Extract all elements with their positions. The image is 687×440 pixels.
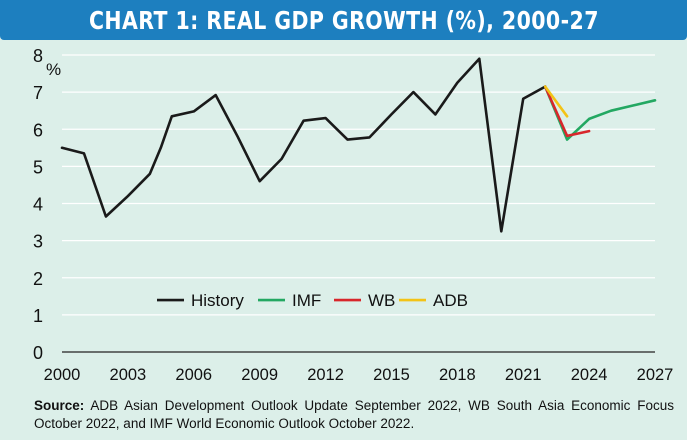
y-tick-label: 0 [33, 343, 43, 363]
source-note: Source: ADB Asian Development Outlook Up… [34, 397, 674, 433]
legend-label-wb: WB [368, 291, 395, 310]
chart-title: CHART 1: REAL GDP GROWTH (%), 2000-27 [88, 5, 599, 35]
series-line-history [60, 57, 547, 233]
x-tick-label: 2000 [44, 366, 81, 384]
legend-label-imf: IMF [292, 291, 321, 310]
x-tick-label: 2024 [571, 366, 608, 384]
y-tick-label: 5 [33, 157, 43, 177]
x-tick-label: 2015 [373, 366, 410, 384]
y-tick-label: 6 [33, 120, 43, 140]
legend-label-adb: ADB [433, 291, 468, 310]
y-axis-label: % [46, 60, 61, 79]
y-tick-label: 7 [33, 83, 43, 103]
title-bar: CHART 1: REAL GDP GROWTH (%), 2000-27 [0, 0, 687, 40]
series-line-adb [543, 85, 569, 118]
x-tick-label: 2012 [307, 366, 344, 384]
x-tick-label: 2027 [637, 366, 674, 384]
y-tick-label: 1 [33, 306, 43, 326]
x-tick-label: 2003 [110, 366, 147, 384]
source-text: ADB Asian Development Outlook Update Sep… [34, 398, 674, 431]
y-tick-label: 3 [33, 232, 43, 252]
series-line-wb [543, 85, 591, 138]
y-tick-label: 4 [33, 195, 43, 215]
y-tick-label: 8 [33, 46, 43, 66]
x-tick-label: 2018 [439, 366, 476, 384]
line-chart: 0 1 2 3 4 5 6 7 8 2000 2003 2006 2009 2012 2015 2018 202… [33, 46, 674, 384]
x-tick-label: 2021 [505, 366, 542, 384]
source-label: Source: [34, 398, 85, 413]
x-tick-label: 2009 [241, 366, 278, 384]
y-tick-label: 2 [33, 269, 43, 289]
x-tick-label: 2006 [175, 366, 212, 384]
legend-label-history: History [191, 291, 244, 310]
series-line-imf [543, 85, 657, 141]
